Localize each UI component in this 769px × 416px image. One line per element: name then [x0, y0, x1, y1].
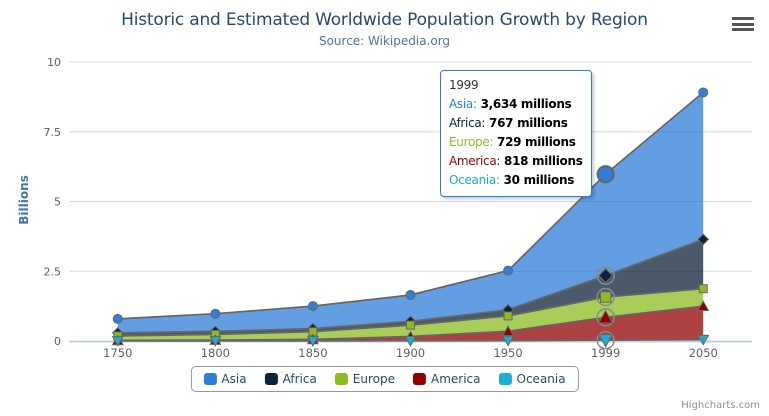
legend-label: Europe	[352, 372, 396, 386]
hamburger-icon	[732, 28, 754, 31]
legend-item-europe[interactable]: Europe	[334, 372, 396, 386]
x-axis-label: 1800	[201, 346, 230, 360]
tooltip-series-name: Europe:	[449, 135, 494, 149]
y-axis-label: 10	[47, 56, 61, 69]
tooltip-series-name: America:	[449, 154, 501, 168]
x-axis-label: 2050	[689, 346, 718, 360]
legend-symbol	[203, 373, 217, 385]
tooltip-header: 1999	[449, 78, 479, 92]
point-oceania[interactable]	[111, 336, 124, 347]
series-areas	[117, 92, 704, 341]
hover-halo	[596, 330, 615, 350]
legend-item-asia[interactable]: Asia	[203, 372, 247, 386]
point-europe[interactable]	[698, 284, 708, 294]
hover-halo	[596, 287, 615, 307]
x-axis-label: 1900	[396, 346, 425, 360]
hamburger-icon	[732, 22, 754, 26]
legend-label: Oceania	[516, 372, 566, 386]
legend-label: Africa	[282, 372, 317, 386]
chart-context-menu-button[interactable]	[730, 15, 756, 33]
y-axis-label: 7.5	[44, 126, 62, 139]
series-markers	[111, 87, 710, 350]
highcharts-credit-link[interactable]: Highcharts.com	[681, 400, 760, 411]
legend-symbol	[264, 373, 278, 385]
point-oceania[interactable]	[404, 336, 417, 347]
point-asia[interactable]	[112, 313, 123, 324]
tooltip-series-value: 767 millions	[485, 116, 568, 130]
y-axis-label: 0	[54, 335, 61, 348]
point-asia[interactable]	[698, 87, 709, 98]
legend-label: America	[431, 372, 481, 386]
hamburger-icon	[732, 17, 754, 20]
x-axis-label: 1750	[103, 346, 132, 360]
tooltip-row-europe: Europe: 729 millions	[449, 133, 583, 152]
point-europe[interactable]	[406, 320, 415, 330]
point-america-hover[interactable]	[598, 309, 614, 324]
point-oceania[interactable]	[502, 335, 515, 347]
tooltip-series-name: Oceania:	[449, 173, 500, 187]
legend-item-africa[interactable]: Africa	[264, 372, 317, 386]
point-asia[interactable]	[210, 308, 221, 319]
tooltip-series-value: 3,634 millions	[476, 97, 572, 111]
hover-halo	[596, 308, 615, 327]
point-europe-hover[interactable]	[599, 291, 612, 303]
legend-symbol	[413, 373, 427, 385]
point-europe[interactable]	[503, 311, 513, 321]
legend-item-oceania[interactable]: Oceania	[498, 372, 566, 386]
y-axis-label: 2.5	[44, 265, 62, 278]
tooltip-row-oceania: Oceania: 30 millions	[449, 171, 583, 190]
tooltip-series-name: Africa:	[449, 116, 486, 130]
area-asia[interactable]	[117, 92, 704, 333]
point-oceania[interactable]	[697, 334, 710, 346]
point-asia-hover[interactable]	[596, 165, 615, 184]
legend-label: Asia	[221, 372, 247, 386]
tooltip-series-value: 30 millions	[499, 173, 575, 187]
x-axis-label: 1999	[591, 346, 620, 360]
x-axis-label: 1850	[298, 346, 327, 360]
legend-item-america[interactable]: America	[413, 372, 481, 386]
legend-symbol	[498, 373, 512, 385]
tooltip-series-value: 729 millions	[493, 135, 576, 149]
chart-subtitle: Source: Wikipedia.org	[318, 34, 451, 48]
point-africa-hover[interactable]	[598, 268, 614, 284]
point-america[interactable]	[502, 325, 515, 336]
tooltip-row-asia: Asia: 3,634 millions	[449, 95, 583, 114]
tooltip-series-value: 818 millions	[500, 154, 583, 168]
y-axis-label: 5	[54, 196, 61, 209]
tooltip-row-africa: Africa: 767 millions	[449, 114, 583, 133]
legend-symbol	[334, 373, 348, 385]
tooltip-series-name: Asia:	[449, 97, 477, 111]
area-africa[interactable]	[117, 239, 704, 336]
point-asia[interactable]	[503, 265, 514, 276]
y-axis-title: Billions	[17, 175, 31, 225]
hover-halo	[596, 266, 615, 285]
x-axis-labels: 1750 1800 1850 1900 1950 1999 2050	[103, 346, 718, 360]
legend: Asia Africa Europe America Oceania	[190, 366, 579, 392]
point-asia[interactable]	[307, 301, 318, 312]
x-axis-label: 1950	[493, 346, 522, 360]
tooltip: 1999 Asia: 3,634 millions Africa: 767 mil…	[440, 70, 592, 197]
chart-title: Historic and Estimated Worldwide Populat…	[121, 10, 648, 30]
point-africa[interactable]	[697, 233, 710, 246]
point-oceania[interactable]	[306, 336, 319, 347]
area-america[interactable]	[117, 306, 704, 341]
point-asia[interactable]	[405, 289, 416, 300]
tooltip-row-america: America: 818 millions	[449, 152, 583, 171]
point-america[interactable]	[697, 300, 710, 311]
point-oceania[interactable]	[209, 336, 222, 347]
point-oceania-hover[interactable]	[598, 334, 614, 348]
